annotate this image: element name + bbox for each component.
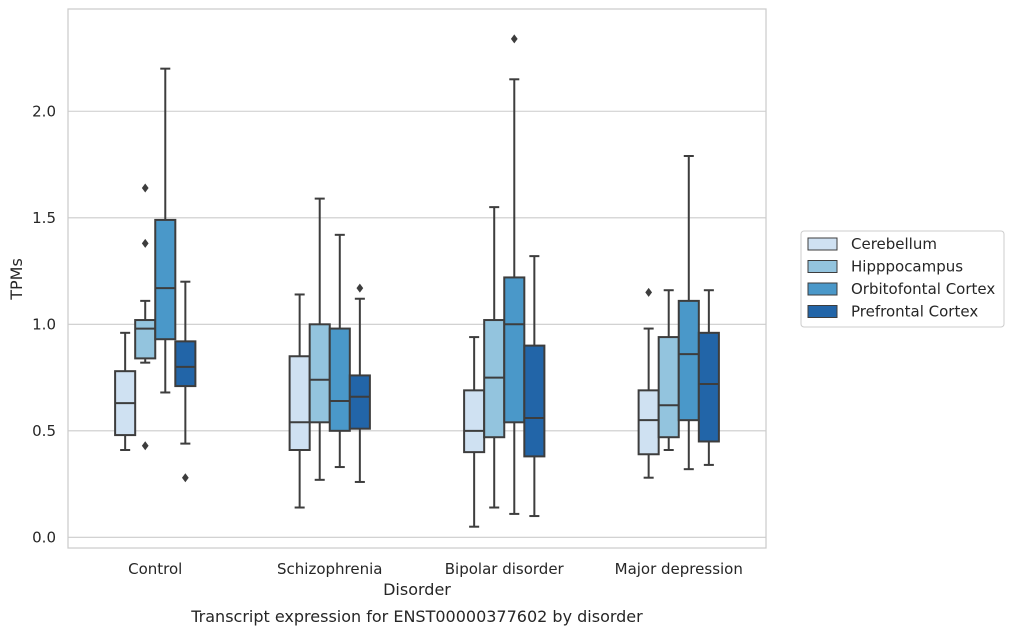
outlier-point	[645, 287, 653, 297]
iqr-box	[288, 355, 311, 451]
iqr-box	[174, 340, 197, 388]
legend-swatch	[807, 260, 838, 273]
legend-swatch	[807, 305, 838, 318]
y-tick-label: 0.5	[32, 422, 56, 440]
legend-frame	[800, 230, 1005, 328]
legend-label: Cerebellum	[851, 235, 937, 253]
outlier-point	[141, 441, 149, 451]
y-axis-title: TPMs	[7, 258, 26, 301]
box-orbitofontal-cortex	[503, 34, 526, 515]
iqr-box	[134, 319, 157, 360]
legend-swatch	[807, 237, 838, 251]
box-hipppocampus	[134, 183, 157, 451]
legend-swatch	[807, 282, 838, 296]
iqr-box	[348, 374, 371, 430]
x-axis-ticks: Control Schizophrenia Bipolar disorder Majo…	[128, 560, 743, 578]
x-tick-label: Bipolar disorder	[445, 560, 565, 578]
chart-caption: Transcript expression for ENST0000037760…	[190, 607, 643, 626]
iqr-box	[697, 331, 720, 443]
outlier-point	[510, 34, 518, 44]
outlier-point	[141, 238, 149, 248]
iqr-box	[637, 389, 660, 456]
legend-label: Prefrontal Cortex	[851, 303, 978, 321]
legend-label: Hipppocampus	[851, 258, 963, 276]
iqr-box	[523, 344, 546, 458]
iqr-box	[657, 336, 680, 439]
x-tick-label: Schizophrenia	[277, 560, 382, 578]
iqr-box	[463, 389, 486, 454]
y-tick-label: 1.0	[32, 315, 56, 333]
box-orbitofontal-cortex	[677, 155, 700, 471]
y-tick-label: 1.5	[32, 209, 56, 227]
iqr-box	[483, 319, 506, 439]
outlier-point	[356, 283, 364, 293]
y-tick-label: 2.0	[32, 102, 56, 120]
boxes	[114, 34, 720, 528]
box-prefrontal-cortex	[174, 280, 197, 483]
iqr-box	[154, 218, 177, 341]
box-prefrontal-cortex	[348, 283, 371, 483]
box-cerebellum	[114, 331, 137, 451]
box-cerebellum	[463, 336, 486, 528]
box-cerebellum	[637, 287, 660, 479]
x-axis-title: Disorder	[383, 580, 451, 599]
y-axis-ticks: 0.0 0.5 1.0 1.5 2.0	[32, 102, 56, 546]
iqr-box	[328, 327, 351, 432]
iqr-box	[677, 299, 700, 422]
outlier-point	[181, 473, 189, 483]
box-hipppocampus	[483, 206, 506, 509]
plot-area-frame	[67, 8, 767, 549]
box-cerebellum	[288, 293, 311, 509]
x-tick-label: Control	[128, 560, 182, 578]
outlier-point	[141, 183, 149, 193]
y-tick-label: 0.0	[32, 528, 56, 546]
box-orbitofontal-cortex	[154, 67, 177, 394]
legend-label: Orbitofontal Cortex	[851, 280, 995, 298]
legend: Cerebellum Hipppocampus Orbitofontal Corte…	[800, 230, 1005, 328]
x-tick-label: Major depression	[615, 560, 743, 578]
box-hipppocampus	[657, 289, 680, 451]
box-prefrontal-cortex	[697, 289, 720, 466]
iqr-box	[503, 276, 526, 424]
box-prefrontal-cortex	[523, 255, 546, 518]
iqr-box	[308, 323, 331, 424]
box-hipppocampus	[308, 197, 331, 481]
box-orbitofontal-cortex	[328, 233, 351, 469]
